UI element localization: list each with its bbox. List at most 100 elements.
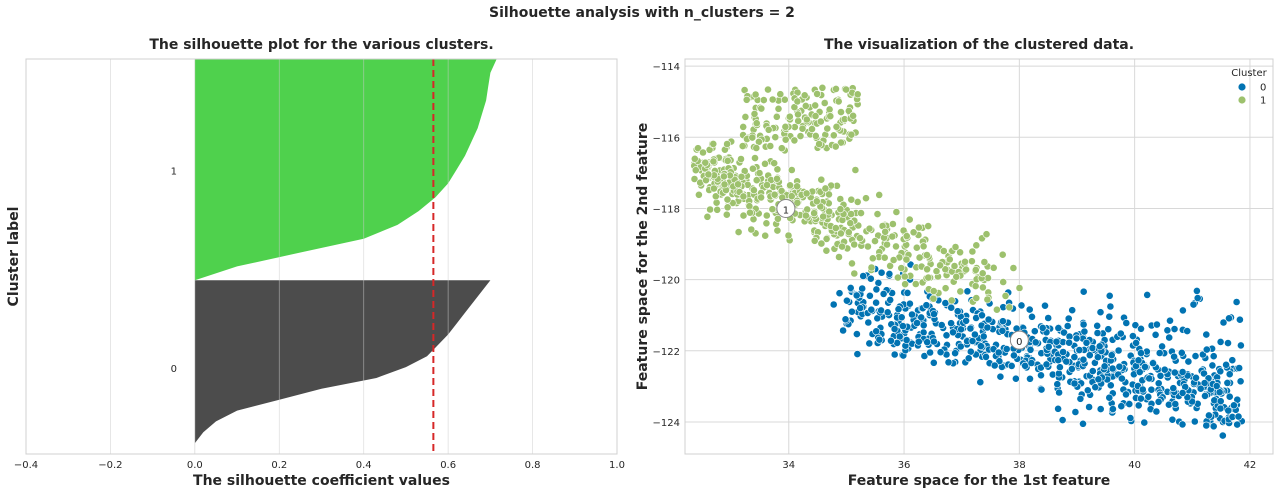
- scatter-point: [1222, 360, 1230, 369]
- scatter-point: [888, 232, 897, 241]
- scatter-point: [1196, 384, 1205, 393]
- silhouette-xtick-label: 0.6: [440, 460, 456, 471]
- scatter-point: [1232, 298, 1241, 306]
- scatter-point: [984, 315, 993, 324]
- scatter-point: [864, 242, 872, 251]
- scatter-point: [768, 205, 777, 214]
- scatter-point: [802, 189, 811, 198]
- scatter-point: [1234, 412, 1243, 421]
- scatter-point: [1058, 416, 1067, 424]
- scatter-point: [826, 112, 835, 121]
- scatter-point: [737, 172, 746, 181]
- scatter-ytick-label: −124: [653, 418, 680, 429]
- scatter-point: [770, 190, 779, 199]
- scatter-point: [1216, 337, 1225, 346]
- scatter-point: [1068, 306, 1077, 315]
- scatter-point: [1183, 327, 1192, 335]
- scatter-point: [757, 193, 765, 202]
- scatter-xtick-label: 38: [1013, 460, 1026, 471]
- scatter-point: [1072, 334, 1081, 343]
- scatter-point: [766, 142, 775, 150]
- scatter-point: [1126, 414, 1135, 422]
- scatter-point: [709, 157, 718, 166]
- scatter-point: [1193, 294, 1202, 302]
- scatter-point: [1216, 404, 1225, 413]
- scatter-point: [773, 174, 781, 183]
- scatter-point: [800, 91, 809, 100]
- figure-suptitle: Silhouette analysis with n_clusters = 2: [489, 5, 795, 21]
- silhouette-ylabel: Cluster label: [6, 207, 22, 307]
- scatter-point: [978, 311, 986, 320]
- scatter-point: [1116, 329, 1125, 338]
- scatter-point: [956, 342, 965, 351]
- scatter-point: [1235, 364, 1244, 372]
- scatter-point: [1118, 374, 1126, 383]
- scatter-point: [1236, 377, 1245, 386]
- scatter-point: [1054, 324, 1063, 332]
- scatter-point: [1031, 338, 1040, 347]
- scatter-point: [909, 228, 918, 237]
- scatter-point: [1201, 391, 1209, 400]
- scatter-point: [1083, 386, 1092, 395]
- scatter-point: [784, 231, 793, 240]
- scatter-point: [1155, 349, 1164, 357]
- scatter-point: [877, 306, 885, 315]
- silhouette-xtick-label: 0.2: [271, 460, 287, 471]
- scatter-point: [937, 321, 946, 329]
- scatter-point: [822, 246, 831, 255]
- scatter-point: [1030, 327, 1039, 336]
- scatter-point: [837, 138, 845, 147]
- silhouette-cluster-label-1: 1: [171, 167, 177, 178]
- scatter-point: [881, 227, 890, 236]
- scatter-point: [903, 288, 912, 297]
- scatter-point: [704, 170, 713, 179]
- scatter-point: [761, 231, 770, 240]
- scatter-point: [831, 224, 840, 232]
- scatter-point: [1105, 312, 1114, 321]
- scatter-point: [1093, 321, 1102, 330]
- scatter-point: [691, 166, 700, 175]
- scatter-point: [923, 338, 932, 347]
- scatter-point: [919, 242, 928, 251]
- scatter-point: [983, 323, 992, 332]
- scatter-point: [1076, 394, 1085, 403]
- scatter-point: [1054, 404, 1062, 413]
- scatter-point: [875, 335, 884, 344]
- scatter-point: [889, 256, 898, 264]
- scatter-point: [1143, 290, 1152, 299]
- scatter-point: [844, 228, 853, 237]
- scatter-point: [871, 237, 879, 245]
- legend-label-1: 1: [1260, 96, 1266, 107]
- scatter-point: [811, 101, 820, 110]
- scatter-point: [1163, 326, 1172, 335]
- scatter-point: [771, 133, 780, 142]
- scatter-point: [864, 318, 873, 327]
- scatter-xtick-label: 34: [782, 460, 795, 471]
- silhouette-xlabel: The silhouette coefficient values: [193, 473, 450, 489]
- scatter-point: [847, 195, 856, 204]
- scatter-point: [926, 348, 934, 357]
- scatter-point: [836, 205, 845, 214]
- scatter-point: [1025, 305, 1034, 314]
- scatter-point: [1071, 408, 1080, 416]
- scatter-point: [752, 119, 761, 128]
- scatter-point: [850, 269, 859, 278]
- scatter-point: [780, 95, 789, 104]
- scatter-point: [1010, 351, 1018, 360]
- scatter-point: [1105, 291, 1114, 300]
- scatter-point: [835, 253, 843, 261]
- scatter-point: [817, 175, 826, 184]
- scatter-point: [701, 158, 710, 167]
- scatter-point: [1060, 328, 1068, 337]
- scatter-point: [1070, 379, 1079, 388]
- scatter-point: [1085, 351, 1094, 360]
- scatter-point: [982, 352, 990, 361]
- scatter-point: [1082, 338, 1091, 347]
- scatter-point: [835, 289, 844, 298]
- scatter-point: [1209, 352, 1218, 361]
- scatter-point: [850, 240, 859, 249]
- scatter-point: [872, 285, 881, 294]
- scatter-point: [1140, 418, 1149, 427]
- scatter-point: [966, 347, 975, 356]
- scatter-point: [1202, 421, 1211, 430]
